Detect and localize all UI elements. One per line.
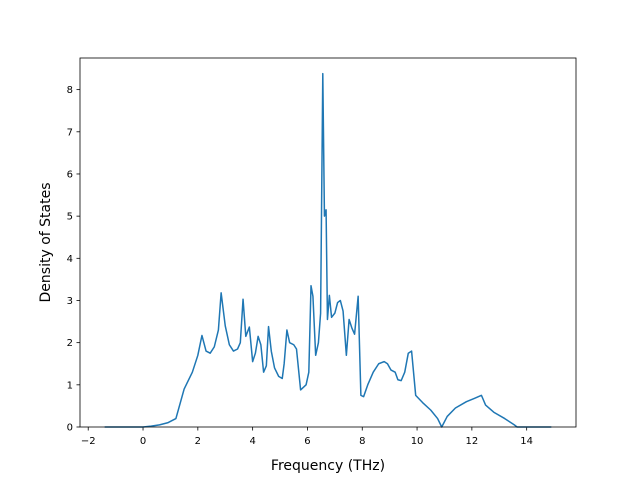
dos-series-line [104, 72, 552, 428]
y-tick-label: 8 [67, 85, 73, 96]
x-tick-label: 0 [140, 436, 146, 447]
x-tick-label: 2 [195, 436, 201, 447]
y-tick-label: 4 [67, 254, 73, 265]
y-axis-label: Density of States [38, 183, 54, 303]
x-tick-label: 4 [249, 436, 255, 447]
y-tick-label: 5 [67, 212, 73, 223]
y-tick-label: 0 [67, 423, 73, 434]
x-tick-label: 10 [411, 436, 424, 447]
x-tick-label: 12 [466, 436, 479, 447]
axes-frame [79, 57, 577, 428]
y-tick-label: 2 [67, 338, 73, 349]
x-tick-label: 8 [359, 436, 365, 447]
x-tick-label: 14 [520, 436, 533, 447]
y-tick-label: 1 [67, 380, 73, 391]
x-axis-label: Frequency (THz) [271, 458, 385, 474]
y-tick-label: 3 [67, 296, 73, 307]
x-tick-label: 6 [304, 436, 310, 447]
y-tick-label: 7 [67, 127, 73, 138]
y-tick-label: 6 [67, 169, 73, 180]
series-layer [104, 72, 552, 428]
x-tick-label: −2 [81, 436, 96, 447]
